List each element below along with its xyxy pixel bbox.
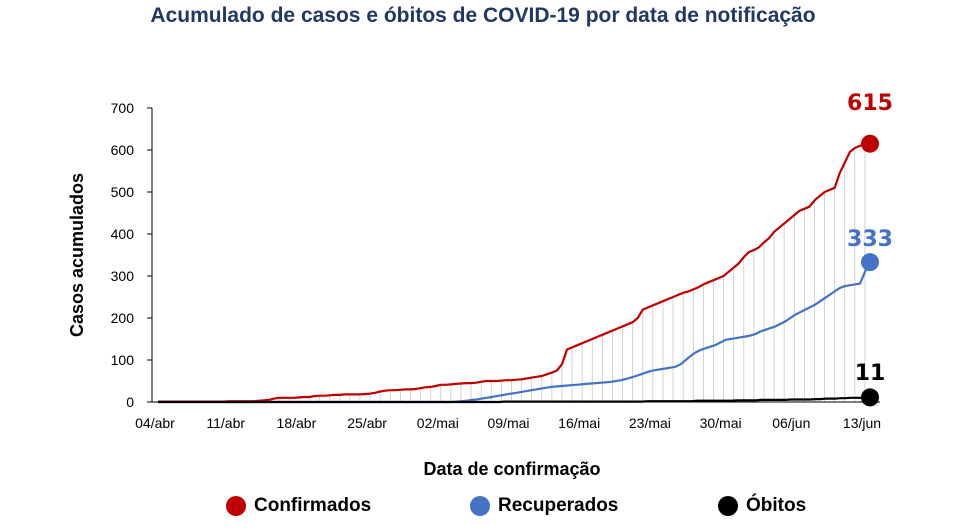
y-tick-label: 400 — [111, 226, 135, 242]
legend-label-confirmados: Confirmados — [254, 495, 372, 516]
y-axis-title: Casos acumulados — [67, 173, 87, 337]
y-tick-label: 500 — [111, 184, 135, 200]
y-ticks: 0 100 200 300 400 500 600 700 — [111, 100, 152, 410]
x-ticks: 04/abr 11/abr 18/abr 25/abr 02/mai 09/mai 16/m… — [135, 415, 881, 431]
legend-item-recuperados: Recuperados — [470, 495, 618, 517]
y-tick-label: 700 — [111, 100, 135, 116]
x-tick-label: 04/abr — [135, 415, 175, 431]
y-tick-label: 100 — [111, 352, 135, 368]
legend-item-obitos: Óbitos — [718, 495, 806, 517]
x-tick-label: 23/mai — [629, 415, 671, 431]
x-tick-label: 16/mai — [558, 415, 600, 431]
legend: Confirmados Recuperados Óbitos — [0, 495, 966, 525]
x-tick-label: 18/abr — [277, 415, 317, 431]
series-end-label-1: 333 — [847, 227, 893, 252]
y-tick-label: 0 — [126, 394, 134, 410]
series-line-2 — [158, 396, 870, 404]
legend-dot-obitos — [718, 496, 738, 516]
x-axis-title: Data de confirmação — [423, 459, 600, 479]
x-tick-label: 30/mai — [700, 415, 742, 431]
x-tick-label: 02/mai — [417, 415, 459, 431]
x-tick-label: 09/mai — [487, 415, 529, 431]
series-end-label-0: 615 — [847, 91, 893, 116]
legend-item-confirmados: Confirmados — [226, 495, 371, 517]
y-tick-label: 300 — [111, 268, 135, 284]
legend-dot-recuperados — [470, 496, 490, 516]
y-tick-label: 600 — [111, 142, 135, 158]
chart-title: Acumulado de casos e óbitos de COVID-19 … — [150, 4, 816, 27]
legend-label-obitos: Óbitos — [746, 495, 807, 516]
series: 615 333 11 — [158, 91, 893, 407]
legend-label-recuperados: Recuperados — [498, 495, 619, 516]
series-end-marker-1 — [861, 253, 879, 272]
x-tick-label: 06/jun — [772, 415, 810, 431]
series-line-0 — [158, 142, 871, 403]
series-end-label-2: 11 — [855, 361, 886, 386]
x-tick-label: 11/abr — [206, 415, 245, 431]
x-tick-label: 13/jun — [843, 415, 881, 431]
series-end-marker-2 — [861, 388, 879, 407]
axes — [151, 108, 880, 403]
area-hatch — [268, 144, 866, 402]
x-tick-label: 25/abr — [347, 415, 387, 431]
legend-dot-confirmados — [226, 496, 246, 516]
series-end-marker-0 — [861, 134, 879, 153]
y-tick-label: 200 — [111, 310, 135, 326]
